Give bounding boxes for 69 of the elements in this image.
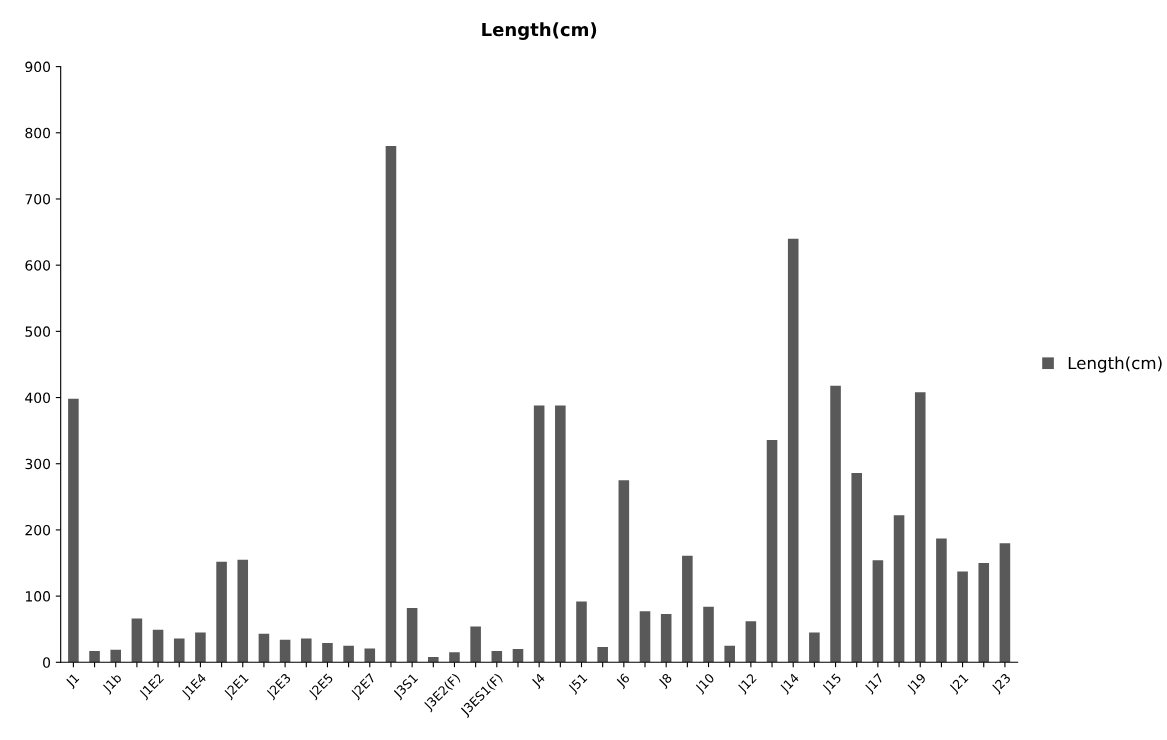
- x-tick-label: J14: [779, 672, 802, 695]
- bar: [343, 645, 354, 663]
- bar: [660, 613, 672, 663]
- bar: [195, 632, 206, 663]
- bar: [830, 385, 841, 663]
- x-tick-label: J1b: [101, 672, 124, 695]
- bar: [216, 561, 227, 663]
- bar: [364, 648, 376, 663]
- bar: [237, 559, 249, 663]
- y-tick-label: 300: [25, 458, 51, 470]
- bar: [110, 649, 122, 663]
- x-tick-label: J8: [657, 672, 675, 690]
- y-tick-label: 900: [25, 61, 51, 73]
- bar: [639, 611, 651, 663]
- bar: [576, 601, 587, 663]
- bar: [682, 555, 693, 663]
- y-tick-label: 400: [25, 392, 51, 404]
- y-tick-label: 700: [25, 193, 51, 205]
- bar: [745, 621, 757, 663]
- x-tick-label: J21: [948, 673, 971, 695]
- bar: [470, 626, 481, 663]
- bar: [428, 657, 439, 663]
- y-tick-label: 100: [25, 591, 51, 602]
- bar: [618, 480, 630, 663]
- bar: [936, 538, 947, 663]
- bar: [300, 638, 312, 663]
- legend-label: Length(cm): [1068, 356, 1162, 373]
- bar: [89, 651, 100, 663]
- x-tick-label: J51: [567, 673, 590, 695]
- x-tick-label: J1: [64, 673, 82, 690]
- bar: [766, 439, 778, 663]
- bar: [131, 618, 143, 663]
- bar: [406, 608, 418, 663]
- bar: [724, 645, 735, 663]
- x-tick-label: J4: [530, 672, 548, 690]
- bar: [893, 515, 905, 663]
- y-tick-label: 0: [43, 657, 51, 668]
- bar: [787, 238, 799, 663]
- bar: [512, 649, 524, 663]
- bar: [152, 629, 164, 663]
- bar: [703, 606, 714, 663]
- y-tick-label: 600: [25, 260, 51, 271]
- bar: [957, 571, 968, 663]
- bar: [322, 643, 333, 663]
- bar: [533, 405, 545, 663]
- bar: [872, 560, 884, 663]
- bar: [491, 651, 503, 663]
- y-tick-label: 200: [25, 524, 51, 536]
- x-tick-label: J12: [736, 673, 759, 695]
- x-tick-label: J19: [906, 672, 929, 695]
- y-tick-label: 500: [25, 326, 51, 337]
- chart-title: Length(cm): [482, 22, 597, 40]
- bar: [173, 638, 185, 663]
- bar: [809, 632, 820, 663]
- bar: [279, 639, 291, 663]
- bar: [597, 647, 608, 663]
- bar: [555, 405, 566, 663]
- bar: [385, 146, 397, 663]
- bar: [68, 398, 79, 663]
- bar: [851, 473, 863, 663]
- x-tick-label: J23: [990, 672, 1013, 695]
- bar: [258, 633, 270, 663]
- bar: [978, 563, 990, 663]
- bar: [914, 392, 926, 663]
- x-tick-label: J10: [694, 672, 717, 695]
- x-tick-label: J6: [615, 672, 632, 690]
- bar: [449, 652, 460, 663]
- bar: [999, 543, 1011, 663]
- y-tick-label: 800: [25, 127, 51, 139]
